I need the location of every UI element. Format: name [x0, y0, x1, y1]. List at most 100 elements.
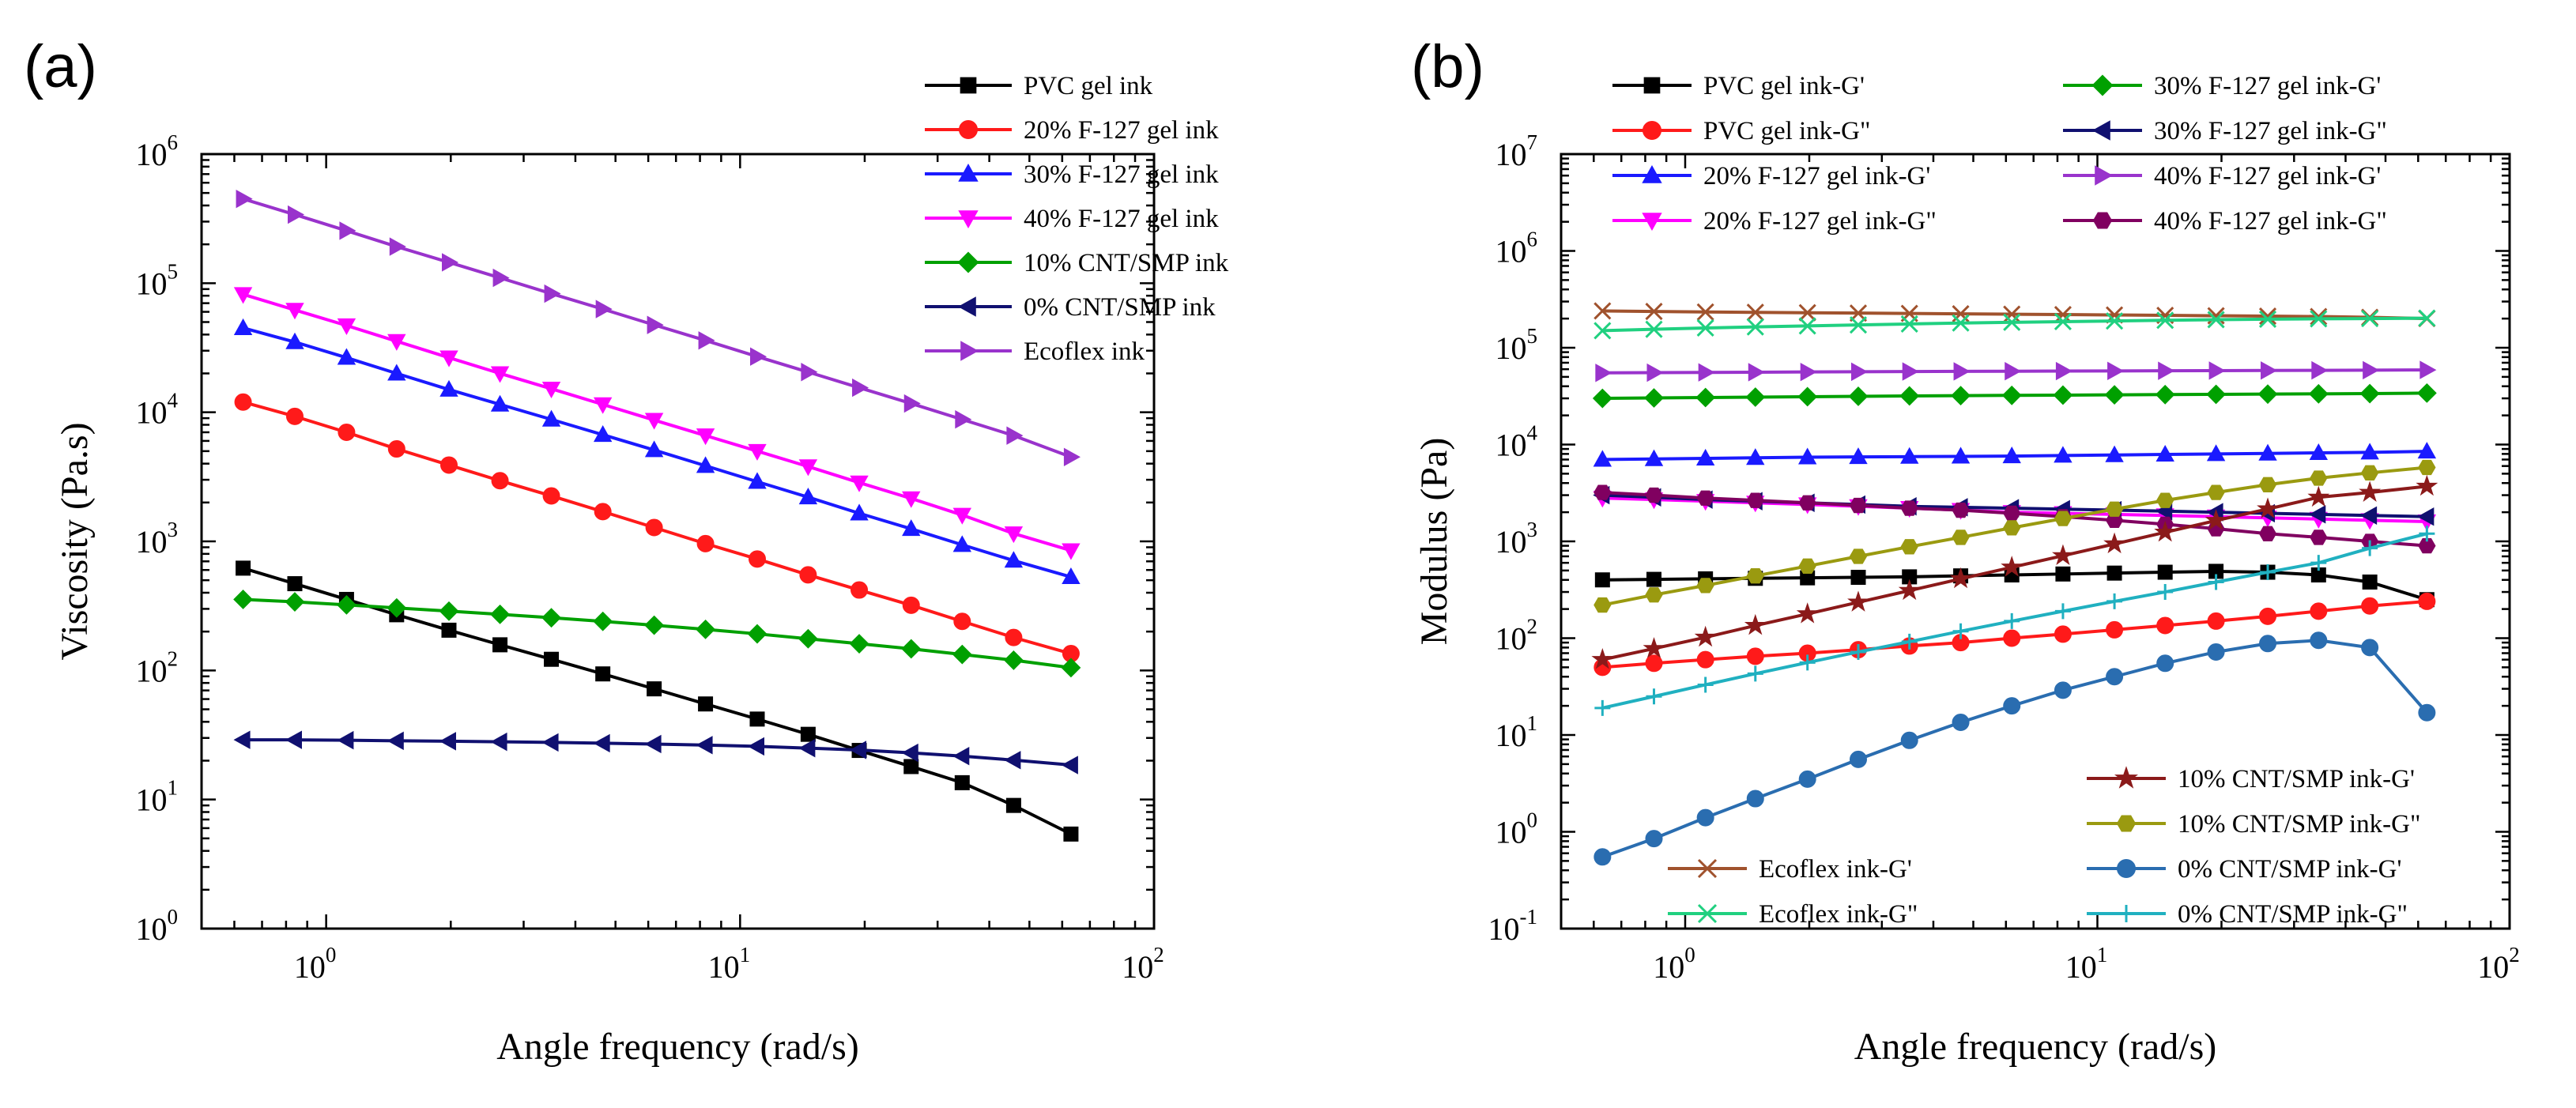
data-point	[801, 363, 818, 382]
legend-marker	[2114, 766, 2139, 789]
y-tick-label: 106	[1495, 228, 1538, 269]
data-point	[541, 608, 561, 628]
data-point	[747, 624, 768, 644]
data-point	[1900, 447, 1919, 464]
data-point	[1594, 572, 1610, 588]
data-point	[2052, 544, 2074, 566]
x-tick-label: 100	[294, 943, 337, 985]
legend-marker	[1642, 213, 1662, 232]
data-point	[696, 428, 715, 446]
data-point	[2003, 629, 2021, 647]
data-point	[1004, 751, 1021, 770]
legend: 0% CNT/SMP ink-G' 0% CNT/SMP ink-G"	[2087, 855, 2408, 929]
data-point	[490, 366, 510, 383]
data-point	[2156, 492, 2174, 508]
data-point	[233, 318, 253, 335]
data-point	[1063, 447, 1081, 467]
legend-label: 30% F-127 gel ink	[1024, 160, 1219, 189]
legend-marker	[2091, 120, 2110, 141]
tick-base: 10	[1495, 815, 1527, 850]
data-point	[490, 732, 507, 752]
data-point	[747, 737, 764, 756]
tick-exponent: 1	[740, 943, 751, 967]
tick-base: 10	[136, 266, 168, 301]
data-point	[2003, 305, 2021, 323]
tick-base: 10	[1122, 949, 1153, 985]
data-point	[387, 364, 406, 381]
legend-label: 30% F-127 gel ink-G"	[2154, 117, 2387, 145]
data-point	[1798, 558, 1816, 574]
data-point	[337, 730, 354, 750]
tick-base: 10	[136, 911, 168, 947]
data-point	[644, 440, 664, 458]
data-point	[2003, 520, 2021, 536]
data-point	[1951, 386, 1971, 406]
data-point	[285, 303, 304, 320]
data-point	[1798, 495, 1816, 511]
data-point	[236, 560, 251, 576]
data-point	[1746, 492, 1764, 508]
data-point	[1645, 830, 1663, 848]
x-tick-label: 100	[1653, 943, 1695, 985]
data-point	[2054, 681, 2072, 699]
legend-item: 10% CNT/SMP ink-G'	[2087, 765, 2415, 793]
legend-label: Ecoflex ink	[1024, 337, 1145, 366]
series-pvc-gel-ink	[236, 560, 1079, 842]
data-point	[1061, 756, 1078, 774]
data-point	[2154, 520, 2177, 542]
series-10pct-cnt-smp-ink-g	[1591, 474, 2438, 669]
data-point	[2155, 444, 2174, 462]
data-point	[2054, 603, 2071, 620]
data-point	[491, 472, 509, 490]
data-point	[1799, 654, 1816, 671]
series-pvc-gel-ink-g	[1593, 592, 2436, 676]
data-point	[1062, 567, 1081, 585]
legend-label: 20% F-127 gel ink-G"	[1703, 207, 1937, 236]
data-point	[2418, 703, 2436, 722]
tick-base: 10	[1495, 330, 1527, 366]
data-point	[696, 534, 715, 552]
y-tick-label: 103	[1495, 518, 1538, 560]
series-40pct-f-127-gel-ink-g	[1595, 360, 2437, 383]
data-point	[2055, 566, 2071, 582]
tick-exponent: 0	[1527, 808, 1538, 832]
data-point	[952, 507, 972, 525]
series-line	[243, 597, 1072, 669]
data-point	[850, 503, 869, 521]
data-point	[1746, 568, 1764, 584]
data-point	[1645, 487, 1663, 503]
data-point	[850, 581, 869, 599]
data-point	[1645, 320, 1663, 338]
x-tick-label: 102	[1122, 943, 1164, 985]
data-point	[1697, 676, 1714, 693]
data-point	[594, 503, 612, 521]
data-point	[1696, 490, 1714, 506]
data-point	[236, 189, 253, 209]
data-point	[593, 611, 613, 631]
legend-marker	[1697, 903, 1718, 924]
data-point	[2417, 442, 2437, 459]
data-point	[285, 407, 304, 425]
tick-base: 10	[136, 395, 168, 431]
x-axis-ticks	[200, 154, 1137, 929]
y-tick-label: 101	[1495, 711, 1538, 753]
y-tick-label: 101	[136, 776, 179, 818]
data-point	[2204, 509, 2227, 530]
legend-marker	[1642, 164, 1662, 183]
data-point	[749, 347, 768, 366]
data-point	[593, 397, 613, 414]
data-point	[2208, 361, 2226, 380]
data-point	[2207, 612, 2225, 630]
data-point	[1645, 587, 1663, 603]
tick-base: 10	[136, 653, 168, 688]
data-point	[1798, 303, 1816, 322]
y-tick-label: 107	[1495, 130, 1538, 172]
tick-base: 10	[136, 137, 168, 172]
legend-label: 10% CNT/SMP ink-G"	[2178, 810, 2420, 839]
data-point	[544, 651, 560, 667]
legend: 10% CNT/SMP ink-G' 10% CNT/SMP ink-G"	[2087, 765, 2420, 839]
data-point	[1696, 578, 1714, 594]
legend-marker	[957, 296, 976, 317]
data-point	[2054, 446, 2072, 463]
